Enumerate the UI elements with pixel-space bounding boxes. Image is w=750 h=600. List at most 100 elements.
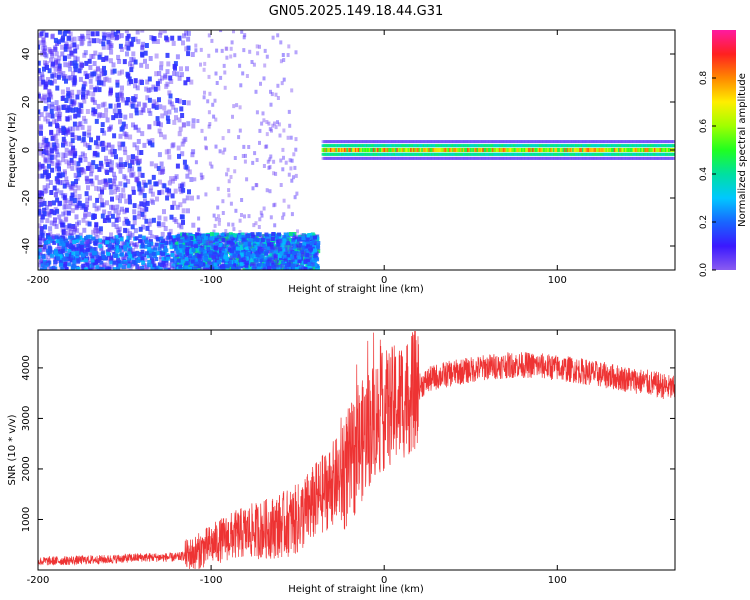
- spectrogram-cell: [397, 140, 402, 144]
- spectrogram-cell: [53, 260, 58, 265]
- spectrogram-cell: [461, 156, 466, 160]
- spectrogram-cell: [258, 248, 263, 253]
- spectrogram-cell: [229, 260, 234, 265]
- spectrogram-cell: [110, 144, 115, 150]
- spectrogram-cell: [252, 62, 256, 67]
- spectrogram-cell: [303, 259, 308, 264]
- spectrogram-cell: [135, 30, 140, 35]
- spectrogram-cell: [53, 66, 58, 72]
- spectrogram-cell: [97, 113, 101, 119]
- spectrogram-cell: [227, 129, 231, 134]
- spectrogram-cell: [119, 47, 124, 52]
- spectrogram-cell: [292, 235, 297, 240]
- spectrogram-cell: [137, 150, 141, 156]
- spectrogram-cell: [145, 240, 149, 245]
- spectrogram-cell: [287, 109, 291, 114]
- spectrogram-cell: [104, 56, 109, 62]
- spectrogram-cell: [565, 140, 570, 144]
- spectrogram-cell: [107, 248, 112, 253]
- spectrogram-cell: [216, 186, 220, 191]
- spectrogram-cell: [627, 140, 632, 144]
- spectrogram-cell: [100, 189, 104, 195]
- spectrogram-cell: [266, 246, 271, 251]
- spectrogram-cell: [161, 222, 166, 228]
- spectrogram-cell: [500, 140, 505, 144]
- spectrogram-cell: [204, 145, 208, 150]
- spectrogram-cell: [385, 140, 390, 144]
- spectrogram-cell: [260, 121, 264, 126]
- spectrogram-cell: [301, 245, 306, 250]
- spectrogram-cell: [49, 49, 54, 55]
- spectrogram-cell: [44, 262, 49, 267]
- spectrogram-cell: [82, 98, 87, 104]
- spectrogram-cell: [223, 70, 227, 75]
- spectrogram-cell: [323, 140, 327, 144]
- spectrogram-cell: [269, 89, 272, 94]
- spectrogram-cell: [115, 244, 120, 248]
- spectrogram-cell: [56, 59, 61, 65]
- spectrogram-cell: [224, 257, 229, 262]
- spectrogram-cell: [275, 245, 280, 250]
- spectrogram-cell: [252, 263, 257, 268]
- spectrogram-cell: [189, 177, 194, 182]
- spectrogram-cell: [148, 56, 153, 61]
- spectrogram-cell: [209, 250, 214, 255]
- spectrogram-cell: [240, 198, 244, 202]
- spectrogram-cell: [87, 132, 92, 138]
- spectrogram-cell: [38, 44, 41, 50]
- spectrogram-cell: [228, 234, 233, 239]
- spectrogram-cell: [302, 233, 306, 238]
- spectrogram-cell: [414, 140, 419, 144]
- spectrogram-cell: [190, 261, 195, 266]
- spectrogram-cell: [63, 210, 68, 216]
- spectrogram-cell: [280, 267, 285, 270]
- spectrogram-cell: [237, 253, 241, 258]
- spectrogram-cell: [140, 265, 145, 270]
- spectrogram-cell: [72, 42, 77, 48]
- spectrogram-cell: [207, 110, 211, 115]
- spectrogram-cell: [39, 260, 44, 265]
- spectrogram-cell: [282, 128, 286, 133]
- spectrogram-cell: [206, 234, 210, 238]
- spectrogram-cell: [248, 244, 253, 249]
- spectrogram-cell: [83, 141, 88, 147]
- spectrogram-cell: [287, 204, 291, 209]
- spectrogram-cell: [139, 78, 144, 84]
- spectrogram-cell: [86, 34, 91, 40]
- spectrogram-cell: [114, 224, 119, 230]
- spectrogram-cell: [525, 140, 530, 144]
- spectrogram-cell: [225, 172, 229, 177]
- spectrogram-cell: [259, 241, 264, 246]
- spectrogram-cell: [113, 254, 118, 259]
- spectrogram-cell: [60, 180, 65, 185]
- spectrogram-cell: [323, 156, 327, 160]
- spectrogram-cell: [479, 156, 484, 160]
- spectrogram-cell: [172, 119, 177, 125]
- spectrogram-cell: [255, 232, 260, 237]
- spectrogram-cell: [419, 140, 424, 144]
- spectrogram-cell: [216, 253, 221, 258]
- spectrogram-cell: [40, 190, 45, 196]
- spectrogram-cell: [43, 84, 48, 90]
- spectrogram-cell: [209, 241, 213, 246]
- spectrogram-cell: [251, 253, 256, 258]
- spectrogram-cell: [287, 238, 292, 243]
- spectrogram-cell: [226, 167, 230, 172]
- spectrogram-cell: [64, 198, 69, 204]
- spectrogram-cell: [559, 140, 564, 144]
- spectrogram-cell: [61, 142, 65, 148]
- spectrogram-cell: [504, 140, 509, 144]
- spectrogram-cell: [220, 48, 224, 53]
- spectrogram-cell: [107, 77, 112, 83]
- spectrogram-cell: [133, 228, 138, 234]
- spectrogram-cell: [39, 267, 44, 270]
- spectrogram-cell: [159, 257, 164, 263]
- spectrogram-cell: [185, 242, 190, 247]
- spectrogram-cell: [270, 128, 273, 133]
- spectrogram-cell: [203, 61, 207, 66]
- spectrogram-cell: [120, 125, 125, 131]
- spectrogram-cell: [177, 131, 182, 137]
- spectrogram-cell: [86, 185, 90, 191]
- spectrogram-cell: [262, 246, 267, 250]
- spectrogram-cell: [112, 68, 117, 74]
